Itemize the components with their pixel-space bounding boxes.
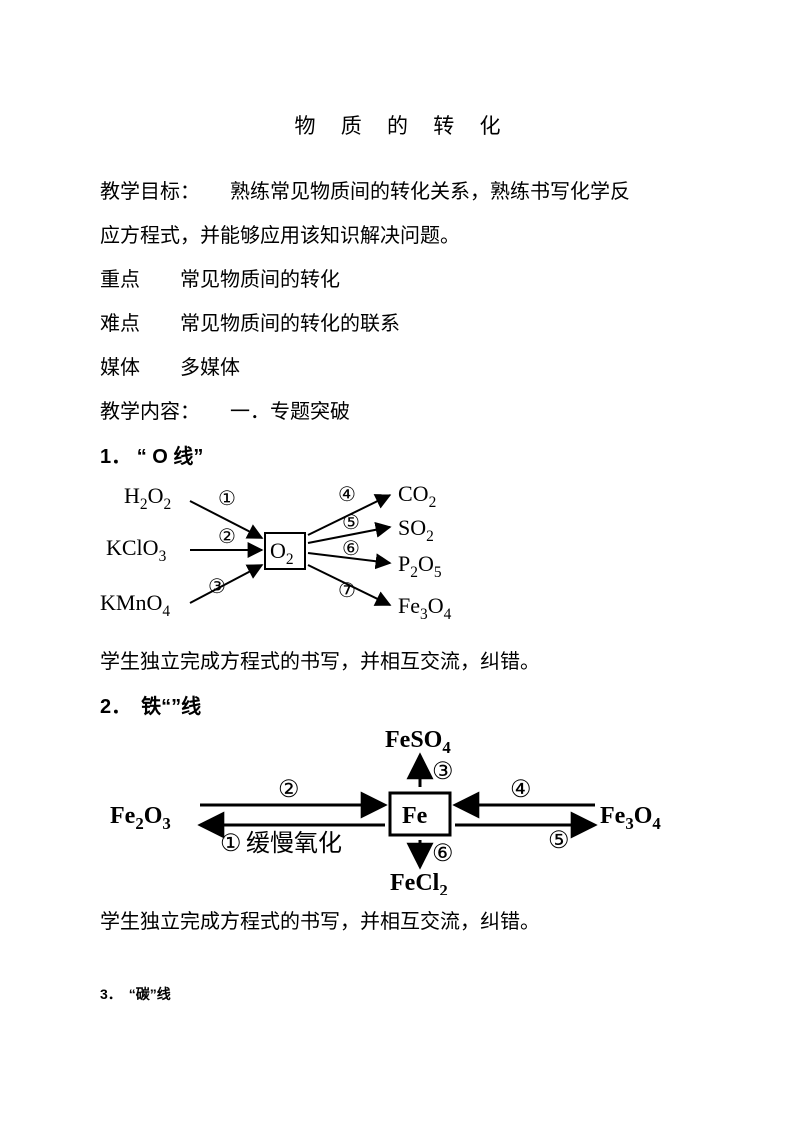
intro-line-5: 媒体 多媒体 bbox=[100, 346, 705, 390]
label-so2: SO2 bbox=[398, 515, 434, 545]
label-o2: O2 bbox=[270, 538, 294, 568]
label-p2o5: P2O5 bbox=[398, 551, 442, 581]
page: 物 质 的 转 化 教学目标： 熟练常见物质间的转化关系，熟练书写化学反 应方程… bbox=[0, 0, 800, 1133]
intro-line-6: 教学内容： 一．专题突破 bbox=[100, 390, 705, 434]
label-h2o2: H2O2 bbox=[124, 483, 171, 513]
intro-line-1: 教学目标： 熟练常见物质间的转化关系，熟练书写化学反 bbox=[100, 170, 705, 214]
label-fe2o3: Fe2O3 bbox=[110, 803, 171, 833]
circle-5: ⑤ bbox=[342, 512, 360, 534]
label-kmno4: KMnO4 bbox=[100, 590, 170, 620]
label-feso4: FeSO4 bbox=[385, 727, 451, 757]
section1-num: 1． bbox=[100, 446, 131, 468]
label-fe3o4b: Fe3O4 bbox=[600, 803, 661, 833]
oxygen-line-diagram: H2O2 KClO3 KMnO4 O2 CO2 SO2 P2O5 Fe3O4 ①… bbox=[100, 475, 705, 640]
label-co2: CO2 bbox=[398, 481, 436, 511]
circle-6: ⑥ bbox=[342, 538, 360, 560]
section1-heading: 1． “ O 线” bbox=[100, 440, 705, 469]
intro-line-2: 应方程式，并能够应用该知识解决问题。 bbox=[100, 214, 705, 258]
circle-b4: ④ bbox=[510, 777, 532, 803]
section2-after: 学生独立完成方程式的书写，并相互交流，纠错。 bbox=[100, 900, 705, 944]
label-kclo3: KClO3 bbox=[106, 535, 167, 565]
intro-line-3: 重点 常见物质间的转化 bbox=[100, 258, 705, 302]
label-slow-oxidation: 缓慢氧化 bbox=[246, 830, 342, 857]
label-fe3o4: Fe3O4 bbox=[398, 593, 452, 623]
section1-quote-open: “ bbox=[137, 446, 147, 468]
circle-b2: ② bbox=[278, 777, 300, 803]
section1-o: O bbox=[147, 446, 174, 468]
circle-7: ⑦ bbox=[338, 580, 356, 602]
label-fecl2: FeCl2 bbox=[390, 870, 448, 895]
circle-4: ④ bbox=[338, 484, 356, 506]
section1-after: 学生独立完成方程式的书写，并相互交流，纠错。 bbox=[100, 640, 705, 684]
intro-line-4: 难点 常见物质间的转化的联系 bbox=[100, 302, 705, 346]
circle-b5: ⑤ bbox=[548, 828, 570, 854]
circle-b6: ⑥ bbox=[432, 841, 454, 867]
page-title: 物 质 的 转 化 bbox=[100, 110, 705, 140]
section1-rest: 线” bbox=[173, 446, 203, 468]
circle-2: ② bbox=[218, 526, 236, 548]
section3-heading: 3． “碳”线 bbox=[100, 984, 705, 1004]
iron-line-diagram: FeSO4 Fe2O3 Fe3O4 Fe FeCl2 ② ① 缓慢氧化 ③ ④ bbox=[100, 725, 705, 900]
label-fe: Fe bbox=[402, 803, 428, 829]
circle-1: ① bbox=[218, 488, 236, 510]
arrow-3 bbox=[190, 565, 262, 603]
circle-3: ③ bbox=[208, 576, 226, 598]
circle-b3: ③ bbox=[432, 759, 454, 785]
circle-b1: ① bbox=[220, 831, 242, 857]
section2-heading: 2． 铁“”线 bbox=[100, 690, 705, 719]
